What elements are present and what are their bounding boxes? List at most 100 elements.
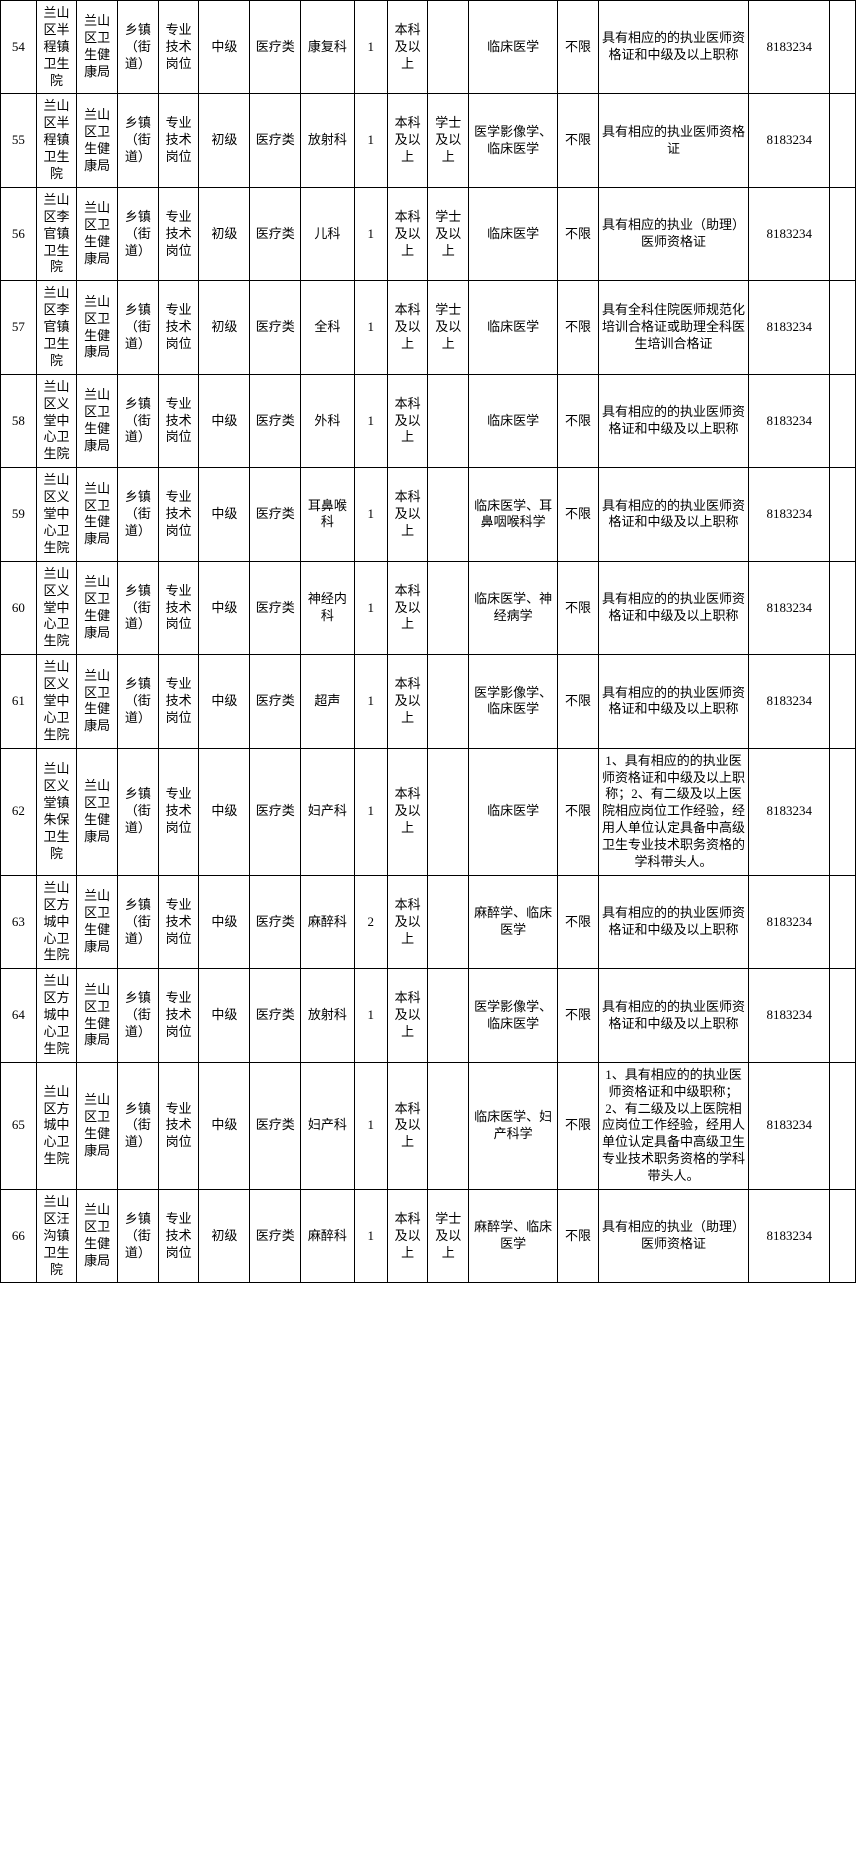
headcount: 1 bbox=[354, 94, 387, 187]
limit: 不限 bbox=[558, 1062, 599, 1189]
major: 医学影像学、临床医学 bbox=[469, 969, 558, 1062]
post-type: 专业技术岗位 bbox=[158, 561, 199, 654]
table-row: 59兰山区义堂中心卫生院兰山区卫生健康局乡镇（街道）专业技术岗位中级医疗类耳鼻喉… bbox=[1, 468, 856, 561]
post-type: 专业技术岗位 bbox=[158, 94, 199, 187]
position-name: 妇产科 bbox=[301, 748, 354, 875]
post-type: 专业技术岗位 bbox=[158, 1190, 199, 1283]
requirements: 具有相应的执业（助理）医师资格证 bbox=[598, 1190, 748, 1283]
education: 本科及以上 bbox=[387, 374, 428, 467]
unit-name: 兰山区汪沟镇卫生院 bbox=[36, 1190, 77, 1283]
phone: 8183234 bbox=[749, 561, 830, 654]
requirements: 具有相应的的执业医师资格证和中级及以上职称 bbox=[598, 468, 748, 561]
degree bbox=[428, 1062, 469, 1189]
table-row: 62兰山区义堂镇朱保卫生院兰山区卫生健康局乡镇（街道）专业技术岗位中级医疗类妇产… bbox=[1, 748, 856, 875]
position-name: 康复科 bbox=[301, 1, 354, 94]
dept-name: 兰山区卫生健康局 bbox=[77, 94, 118, 187]
note bbox=[830, 875, 856, 968]
table-row: 63兰山区方城中心卫生院兰山区卫生健康局乡镇（街道）专业技术岗位中级医疗类麻醉科… bbox=[1, 875, 856, 968]
degree: 学士及以上 bbox=[428, 1190, 469, 1283]
headcount: 2 bbox=[354, 875, 387, 968]
note bbox=[830, 969, 856, 1062]
post-grade: 初级 bbox=[199, 94, 250, 187]
unit-name: 兰山区方城中心卫生院 bbox=[36, 969, 77, 1062]
requirements: 具有相应的执业（助理）医师资格证 bbox=[598, 187, 748, 280]
phone: 8183234 bbox=[749, 187, 830, 280]
post-grade: 中级 bbox=[199, 875, 250, 968]
post-category: 医疗类 bbox=[250, 374, 301, 467]
row-index: 66 bbox=[1, 1190, 37, 1283]
unit-name: 兰山区半程镇卫生院 bbox=[36, 1, 77, 94]
unit-name: 兰山区义堂中心卫生院 bbox=[36, 655, 77, 748]
requirements: 具有相应的的执业医师资格证和中级及以上职称 bbox=[598, 875, 748, 968]
degree bbox=[428, 374, 469, 467]
limit: 不限 bbox=[558, 561, 599, 654]
education: 本科及以上 bbox=[387, 748, 428, 875]
phone: 8183234 bbox=[749, 969, 830, 1062]
unit-name: 兰山区义堂中心卫生院 bbox=[36, 468, 77, 561]
degree bbox=[428, 468, 469, 561]
dept-name: 兰山区卫生健康局 bbox=[77, 561, 118, 654]
education: 本科及以上 bbox=[387, 187, 428, 280]
headcount: 1 bbox=[354, 187, 387, 280]
level: 乡镇（街道） bbox=[118, 1, 159, 94]
requirements: 具有相应的的执业医师资格证和中级及以上职称 bbox=[598, 374, 748, 467]
level: 乡镇（街道） bbox=[118, 748, 159, 875]
level: 乡镇（街道） bbox=[118, 94, 159, 187]
headcount: 1 bbox=[354, 1190, 387, 1283]
note bbox=[830, 1190, 856, 1283]
limit: 不限 bbox=[558, 655, 599, 748]
degree bbox=[428, 875, 469, 968]
unit-name: 兰山区义堂镇朱保卫生院 bbox=[36, 748, 77, 875]
headcount: 1 bbox=[354, 655, 387, 748]
phone: 8183234 bbox=[749, 374, 830, 467]
level: 乡镇（街道） bbox=[118, 655, 159, 748]
requirements: 具有相应的执业医师资格证 bbox=[598, 94, 748, 187]
headcount: 1 bbox=[354, 748, 387, 875]
level: 乡镇（街道） bbox=[118, 875, 159, 968]
limit: 不限 bbox=[558, 281, 599, 374]
phone: 8183234 bbox=[749, 875, 830, 968]
phone: 8183234 bbox=[749, 468, 830, 561]
education: 本科及以上 bbox=[387, 1062, 428, 1189]
major: 麻醉学、临床医学 bbox=[469, 1190, 558, 1283]
table-row: 61兰山区义堂中心卫生院兰山区卫生健康局乡镇（街道）专业技术岗位中级医疗类超声1… bbox=[1, 655, 856, 748]
table-row: 66兰山区汪沟镇卫生院兰山区卫生健康局乡镇（街道）专业技术岗位初级医疗类麻醉科1… bbox=[1, 1190, 856, 1283]
level: 乡镇（街道） bbox=[118, 281, 159, 374]
requirements: 1、具有相应的的执业医师资格证和中级及以上职称；2、有二级及以上医院相应岗位工作… bbox=[598, 748, 748, 875]
headcount: 1 bbox=[354, 1, 387, 94]
level: 乡镇（街道） bbox=[118, 561, 159, 654]
table-row: 60兰山区义堂中心卫生院兰山区卫生健康局乡镇（街道）专业技术岗位中级医疗类神经内… bbox=[1, 561, 856, 654]
major: 临床医学 bbox=[469, 748, 558, 875]
degree bbox=[428, 1, 469, 94]
unit-name: 兰山区义堂中心卫生院 bbox=[36, 374, 77, 467]
note bbox=[830, 281, 856, 374]
unit-name: 兰山区义堂中心卫生院 bbox=[36, 561, 77, 654]
post-grade: 初级 bbox=[199, 187, 250, 280]
post-category: 医疗类 bbox=[250, 748, 301, 875]
requirements: 具有全科住院医师规范化培训合格证或助理全科医生培训合格证 bbox=[598, 281, 748, 374]
post-grade: 中级 bbox=[199, 468, 250, 561]
row-index: 61 bbox=[1, 655, 37, 748]
unit-name: 兰山区李官镇卫生院 bbox=[36, 281, 77, 374]
unit-name: 兰山区方城中心卫生院 bbox=[36, 875, 77, 968]
position-name: 外科 bbox=[301, 374, 354, 467]
row-index: 57 bbox=[1, 281, 37, 374]
post-category: 医疗类 bbox=[250, 1062, 301, 1189]
post-type: 专业技术岗位 bbox=[158, 281, 199, 374]
education: 本科及以上 bbox=[387, 875, 428, 968]
row-index: 65 bbox=[1, 1062, 37, 1189]
education: 本科及以上 bbox=[387, 969, 428, 1062]
table-row: 56兰山区李官镇卫生院兰山区卫生健康局乡镇（街道）专业技术岗位初级医疗类儿科1本… bbox=[1, 187, 856, 280]
row-index: 58 bbox=[1, 374, 37, 467]
degree bbox=[428, 748, 469, 875]
limit: 不限 bbox=[558, 374, 599, 467]
degree bbox=[428, 655, 469, 748]
position-name: 放射科 bbox=[301, 94, 354, 187]
post-category: 医疗类 bbox=[250, 1190, 301, 1283]
level: 乡镇（街道） bbox=[118, 1062, 159, 1189]
row-index: 64 bbox=[1, 969, 37, 1062]
phone: 8183234 bbox=[749, 655, 830, 748]
level: 乡镇（街道） bbox=[118, 1190, 159, 1283]
post-category: 医疗类 bbox=[250, 875, 301, 968]
note bbox=[830, 748, 856, 875]
